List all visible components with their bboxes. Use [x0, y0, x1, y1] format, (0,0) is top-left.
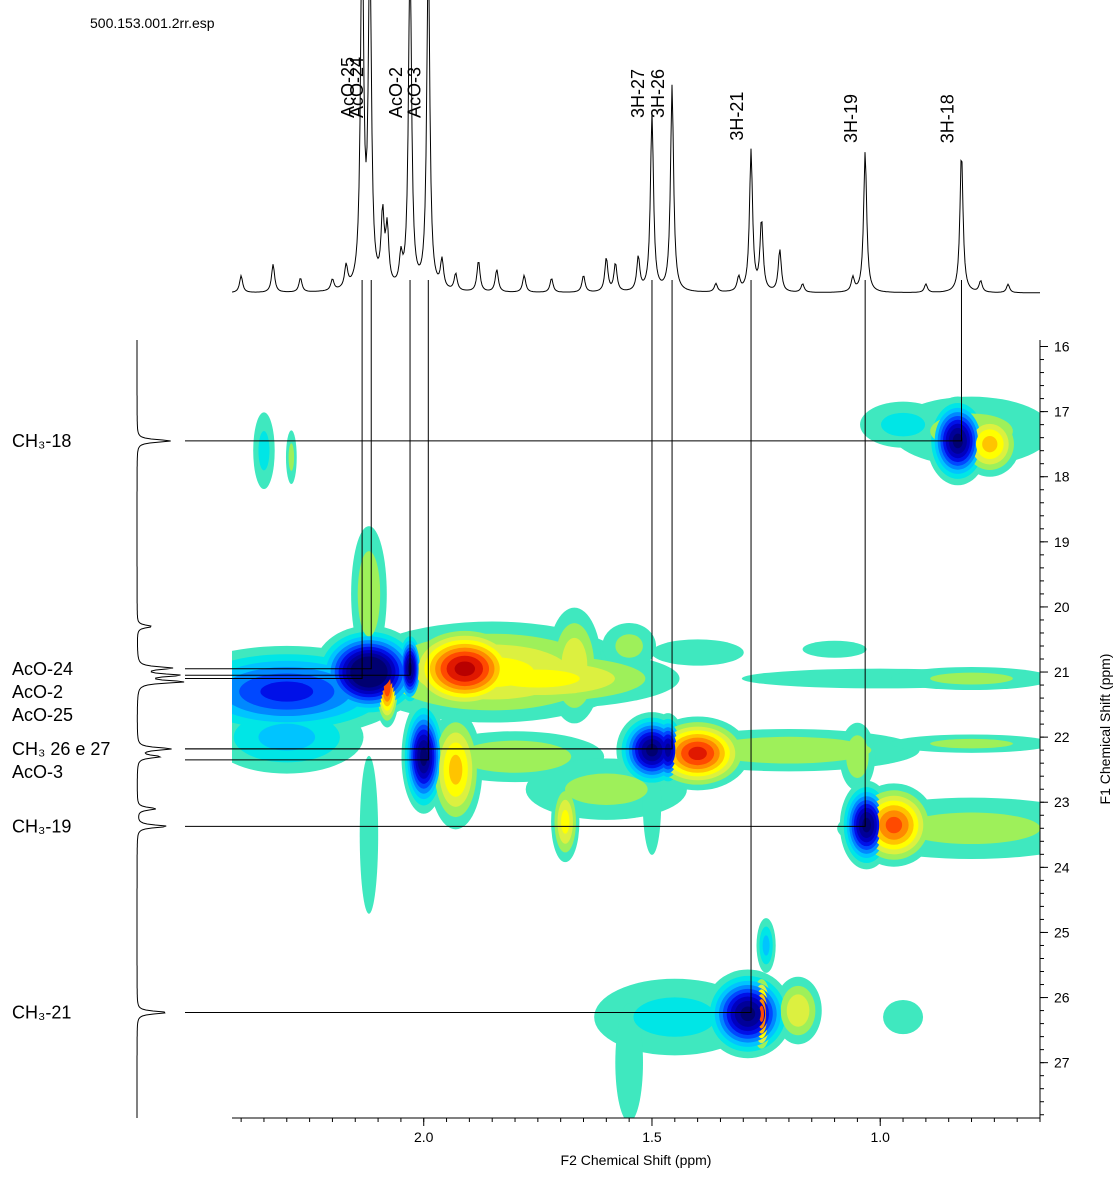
- x-tick-label: 1.0: [870, 1129, 890, 1145]
- contour: [350, 656, 388, 688]
- f1-peak-label: AcO-24: [12, 659, 73, 679]
- contour: [646, 743, 658, 757]
- y-tick-label: 18: [1054, 469, 1070, 485]
- contour: [615, 634, 643, 658]
- x-tick-label: 2.0: [414, 1129, 434, 1145]
- f1-peak-label: CH₃-19: [12, 816, 71, 836]
- contour: [885, 816, 903, 834]
- y-tick-label: 26: [1054, 990, 1070, 1006]
- f1-peak-label: CH₃-21: [12, 1003, 71, 1023]
- overlay: 2.0 1.5 1.0 16 17 18 19 20 21 22 23 24 25 26 27: [232, 339, 1070, 1145]
- contour: [420, 747, 428, 767]
- f2-peak-label: AcO-2: [386, 67, 406, 118]
- correlation-line: [185, 280, 752, 1014]
- contour: [883, 999, 924, 1035]
- y-tick-label: 16: [1054, 339, 1070, 355]
- contour: [862, 817, 871, 833]
- correlation-line: [185, 280, 363, 680]
- contour: [930, 738, 1013, 749]
- contour: [688, 746, 707, 761]
- y-tick-label: 25: [1054, 924, 1070, 940]
- f2-peak-label: 3H-26: [648, 69, 668, 118]
- correlation-line: [185, 280, 866, 827]
- contour: [357, 551, 381, 637]
- f2-peak-label: AcO-25: [338, 57, 358, 118]
- y-tick-label: 23: [1054, 794, 1070, 810]
- contour: [786, 994, 810, 1027]
- contour: [802, 640, 867, 658]
- contour: [982, 436, 998, 453]
- file-label: 500.153.001.2rr.esp: [90, 15, 215, 31]
- f1-peak-label: AcO-2: [12, 682, 63, 702]
- f1-peak-label: CH₃ 26 e 27: [12, 739, 110, 759]
- y-tick-label: 20: [1054, 599, 1070, 615]
- y-tick-label: 22: [1054, 729, 1070, 745]
- contour: [902, 812, 1040, 845]
- contour: [880, 412, 926, 437]
- contour: [458, 740, 572, 773]
- f2-spectrum-group: [232, 0, 1040, 294]
- x-tick-label: 1.5: [642, 1129, 662, 1145]
- contour: [633, 997, 717, 1037]
- contour: [260, 681, 314, 702]
- contour: [449, 754, 463, 785]
- f1-peak-label: AcO-3: [12, 762, 63, 782]
- contour: [930, 672, 1013, 685]
- y-tick-label: 19: [1054, 534, 1070, 550]
- contour: [762, 935, 770, 956]
- contour: [759, 1005, 764, 1023]
- f2-spectrum: [232, 0, 1040, 294]
- f1-peak-label: CH₃-18: [12, 431, 71, 451]
- f2-peak-label: AcO-24: [347, 57, 367, 118]
- contour: [664, 743, 672, 757]
- contour: [258, 723, 316, 751]
- contour: [740, 1006, 756, 1022]
- contour: [561, 809, 570, 834]
- y-tick-label: 17: [1054, 404, 1070, 420]
- contour: [615, 1003, 643, 1118]
- f2-peak-label: AcO-3: [404, 67, 424, 118]
- contour: [564, 773, 648, 805]
- contour: [651, 639, 744, 666]
- contour: [454, 661, 476, 677]
- contour-layer: [232, 396, 1040, 1118]
- y-axis-title: F1 Chemical Shift (ppm): [1097, 654, 1113, 805]
- y-tick-label: 27: [1054, 1055, 1070, 1071]
- contour: [706, 736, 872, 764]
- f2-peak-label: 3H-27: [628, 69, 648, 118]
- contour: [258, 431, 270, 471]
- correlation-line: [185, 280, 962, 442]
- y-tick-label: 24: [1054, 859, 1070, 875]
- f1-peak-label: AcO-25: [12, 705, 73, 725]
- contour: [359, 755, 379, 914]
- contour: [846, 735, 869, 779]
- f2-peak-label: 3H-18: [937, 94, 957, 143]
- f1-spectrum: [136, 340, 185, 1118]
- correlation-line: [185, 280, 429, 761]
- contour: [495, 669, 580, 688]
- correlation-line: [185, 280, 372, 670]
- correlation-line: [185, 280, 411, 676]
- y-tick-label: 21: [1054, 664, 1070, 680]
- f2-peak-label: 3H-19: [841, 94, 861, 143]
- correlation-line: [185, 280, 673, 750]
- x-axis-title: F2 Chemical Shift (ppm): [561, 1152, 712, 1168]
- contour: [288, 443, 295, 471]
- f2-peak-label: 3H-21: [727, 92, 747, 141]
